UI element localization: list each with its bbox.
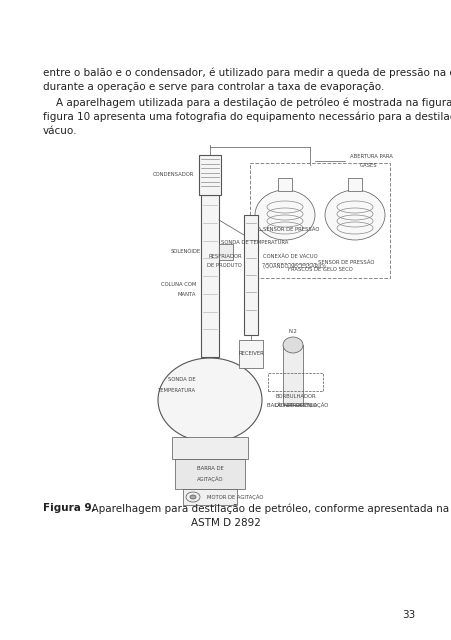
- Text: CONDENSADOR: CONDENSADOR: [152, 173, 193, 177]
- Text: TEMPERATURA: TEMPERATURA: [157, 387, 196, 392]
- Text: GASES: GASES: [359, 163, 377, 168]
- Text: AGITAÇÃO: AGITAÇÃO: [196, 476, 223, 482]
- Text: Figura 9.: Figura 9.: [43, 503, 96, 513]
- Bar: [183, 489, 236, 505]
- Text: DE PRODUTO: DE PRODUTO: [207, 264, 241, 269]
- Bar: [219, 244, 232, 260]
- Ellipse shape: [254, 190, 314, 240]
- Text: ABERTURA PARA: ABERTURA PARA: [349, 154, 392, 159]
- Bar: [198, 155, 221, 195]
- Text: CONEXÃO DE VÁCUO: CONEXÃO DE VÁCUO: [262, 255, 317, 259]
- Ellipse shape: [189, 495, 196, 499]
- Ellipse shape: [186, 492, 199, 502]
- Text: FRASCOS DE GELO SECO: FRASCOS DE GELO SECO: [287, 268, 352, 273]
- Ellipse shape: [158, 358, 262, 442]
- Text: SOLENÓIDE: SOLENÓIDE: [170, 249, 201, 254]
- Text: MANTA: MANTA: [177, 292, 196, 296]
- Text: ASTM D 2892: ASTM D 2892: [191, 518, 260, 528]
- Text: SENSOR DE PRESSÃO: SENSOR DE PRESSÃO: [318, 260, 373, 266]
- Text: vácuo.: vácuo.: [43, 126, 77, 136]
- Bar: [249, 163, 389, 278]
- Text: BARRA DE: BARRA DE: [196, 467, 223, 472]
- Bar: [202, 337, 216, 357]
- Text: DE NITROGÊNIO: DE NITROGÊNIO: [274, 403, 316, 408]
- Text: entre o balão e o condensador, é utilizado para medir a queda de pressão na colu: entre o balão e o condensador, é utiliza…: [43, 68, 451, 79]
- Ellipse shape: [324, 190, 384, 240]
- Text: SENSOR DE PRESSÃO: SENSOR DE PRESSÃO: [262, 227, 319, 232]
- Text: SONDA DE: SONDA DE: [168, 378, 196, 383]
- Text: BALÃO DE DESTILAÇÃO: BALÃO DE DESTILAÇÃO: [267, 402, 327, 408]
- Bar: [201, 195, 219, 357]
- Text: N.2: N.2: [288, 330, 297, 335]
- Text: RECEIVER: RECEIVER: [238, 351, 263, 356]
- Text: BORBULHADOR: BORBULHADOR: [275, 394, 315, 399]
- Text: SONDA DE TEMPERATURA: SONDA DE TEMPERATURA: [221, 241, 288, 246]
- Text: (QUANDO NECESSÁRIO): (QUANDO NECESSÁRIO): [262, 263, 325, 269]
- Bar: [347, 178, 361, 191]
- Text: MOTOR DE AGITAÇÃO: MOTOR DE AGITAÇÃO: [207, 494, 263, 500]
- Text: COLUNA COM: COLUNA COM: [160, 282, 196, 287]
- Bar: [267, 373, 322, 391]
- Text: 33: 33: [401, 610, 414, 620]
- Ellipse shape: [282, 337, 302, 353]
- Text: Aparelhagem para destilação de petróleo, conforme apresentada na norma: Aparelhagem para destilação de petróleo,…: [85, 503, 451, 513]
- Text: A aparelhagem utilizada para a destilação de petróleo é mostrada na figura 9. A: A aparelhagem utilizada para a destilaçã…: [43, 98, 451, 109]
- Text: durante a operação e serve para controlar a taxa de evaporação.: durante a operação e serve para controla…: [43, 82, 383, 92]
- Bar: [239, 340, 262, 368]
- Text: figura 10 apresenta uma fotografia do equipamento necessário para a destilação a: figura 10 apresenta uma fotografia do eq…: [43, 112, 451, 122]
- Bar: [172, 437, 248, 459]
- Bar: [277, 178, 291, 191]
- Bar: [175, 459, 244, 489]
- Bar: [244, 215, 258, 335]
- Text: RESFRIADOR: RESFRIADOR: [208, 255, 241, 259]
- Bar: [282, 345, 302, 405]
